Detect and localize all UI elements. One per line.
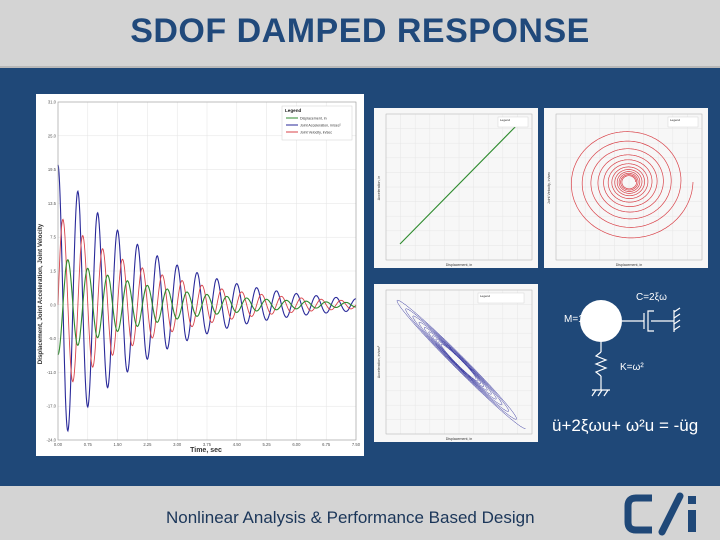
main-y-tick-label: 0.0 bbox=[50, 302, 56, 307]
main-legend: Legend Displacement, in Joint Accelerati… bbox=[281, 105, 353, 141]
damper-icon bbox=[622, 307, 681, 332]
small-chart-linear: Legend Displacement, in Acceleration, in bbox=[374, 108, 538, 268]
hysteresis-loops bbox=[396, 299, 526, 429]
sc3-x-label: Displacement, in bbox=[446, 437, 473, 441]
legend-entry-displacement: Displacement, in bbox=[300, 117, 327, 121]
title-bar: SDOF DAMPED RESPONSE bbox=[0, 0, 720, 68]
small-chart-hysteresis: Legend Displacement, in Acceleration, in… bbox=[374, 284, 538, 442]
main-y-tick-label: -11.0 bbox=[47, 370, 57, 375]
small-chart-spiral-svg: Legend Displacement, in Joint Velocity, … bbox=[544, 108, 708, 268]
main-x-label: Time, sec bbox=[190, 447, 222, 454]
sc3-legend-title: Legend bbox=[480, 294, 490, 298]
main-x-tick-label: 7.50 bbox=[352, 442, 361, 447]
sc1-legend-title: Legend bbox=[500, 118, 510, 122]
phase-spiral bbox=[570, 131, 694, 239]
damper-label: C=2ξω bbox=[636, 292, 667, 303]
spring-icon bbox=[591, 342, 610, 397]
slide-title: SDOF DAMPED RESPONSE bbox=[130, 12, 590, 50]
main-x-tick-label: 0.75 bbox=[84, 442, 93, 447]
footer-band: Nonlinear Analysis & Performance Based D… bbox=[0, 486, 720, 540]
main-x-tick-label: 5.25 bbox=[263, 442, 272, 447]
small-chart-linear-svg: Legend Displacement, in Acceleration, in bbox=[374, 108, 538, 268]
main-y-label: Displacement, Joint Acceleration, Joint … bbox=[37, 223, 44, 364]
main-y-tick-label: 19.5 bbox=[48, 167, 57, 172]
main-y-tick-label: -5.0 bbox=[49, 336, 57, 341]
small-chart-hysteresis-svg: Legend Displacement, in Acceleration, in… bbox=[374, 284, 538, 442]
sc1-x-label: Displacement, in bbox=[446, 263, 473, 267]
main-x-tick-label: 4.50 bbox=[233, 442, 242, 447]
time-history-svg: 31.0 25.0 19.5 13.5 7.5 1.5 0.0 -5.0 -11.0 -17.0 -… bbox=[36, 94, 364, 456]
main-y-tick-label: 31.0 bbox=[48, 100, 57, 105]
main-legend-title: Legend bbox=[285, 108, 302, 113]
velocity-curve bbox=[57, 218, 357, 383]
main-y-tick-label: 7.5 bbox=[50, 235, 56, 240]
footer-text: Nonlinear Analysis & Performance Based D… bbox=[166, 508, 535, 527]
main-y-tick-label: -17.0 bbox=[46, 404, 56, 409]
main-y-tick-label: 13.5 bbox=[48, 201, 57, 206]
sc2-legend-title: Legend bbox=[670, 118, 680, 122]
main-y-tick-label: 25.0 bbox=[48, 133, 57, 138]
main-y-tick-label: 1.5 bbox=[50, 269, 56, 274]
mass-label: M=1 bbox=[564, 314, 584, 325]
displacement-curve bbox=[57, 259, 356, 356]
sc2-x-label: Displacement, in bbox=[616, 263, 643, 267]
sc2-y-label: Joint Velocity, in/sec bbox=[547, 172, 551, 204]
main-x-tick-label: 6.75 bbox=[322, 442, 331, 447]
time-history-chart: 31.0 25.0 19.5 13.5 7.5 1.5 0.0 -5.0 -11.0 -17.0 -… bbox=[36, 94, 364, 456]
legend-entry-velocity: Joint Velocity, in/sec bbox=[300, 131, 332, 135]
sc3-y-label: Acceleration, in/sec² bbox=[377, 345, 381, 378]
main-y-tick-label: -24.0 bbox=[46, 438, 56, 443]
equation-of-motion: ü+2ξωu+ ω²u = -üg bbox=[552, 416, 699, 435]
spring-label: K=ω² bbox=[620, 362, 644, 373]
mass-icon bbox=[580, 300, 622, 342]
legend-entry-acceleration: Joint Acceleration, in/sec² bbox=[300, 124, 342, 128]
main-x-ticks: 0.00 0.75 1.50 2.25 3.00 3.75 4.50 5.25 6.00 6.75… bbox=[54, 442, 361, 447]
main-y-ticks: 31.0 25.0 19.5 13.5 7.5 1.5 0.0 -5.0 -11.0 -17.0 -… bbox=[46, 100, 56, 443]
main-x-tick-label: 3.00 bbox=[173, 442, 182, 447]
acceleration-curve bbox=[57, 164, 356, 433]
main-x-tick-label: 2.25 bbox=[143, 442, 152, 447]
main-x-tick-label: 3.75 bbox=[203, 442, 212, 447]
csi-logo-icon bbox=[624, 492, 696, 536]
main-x-tick-label: 1.50 bbox=[114, 442, 123, 447]
main-curves bbox=[57, 164, 357, 433]
sdof-diagram: M=1 C=2ξω K=ω² bbox=[564, 292, 681, 397]
sc1-y-label: Acceleration, in bbox=[377, 176, 381, 201]
main-x-tick-label: 0.00 bbox=[54, 442, 63, 447]
small-chart-spiral: Legend Displacement, in Joint Velocity, … bbox=[544, 108, 708, 268]
main-x-tick-label: 6.00 bbox=[292, 442, 301, 447]
linear-relation-line bbox=[399, 121, 521, 245]
